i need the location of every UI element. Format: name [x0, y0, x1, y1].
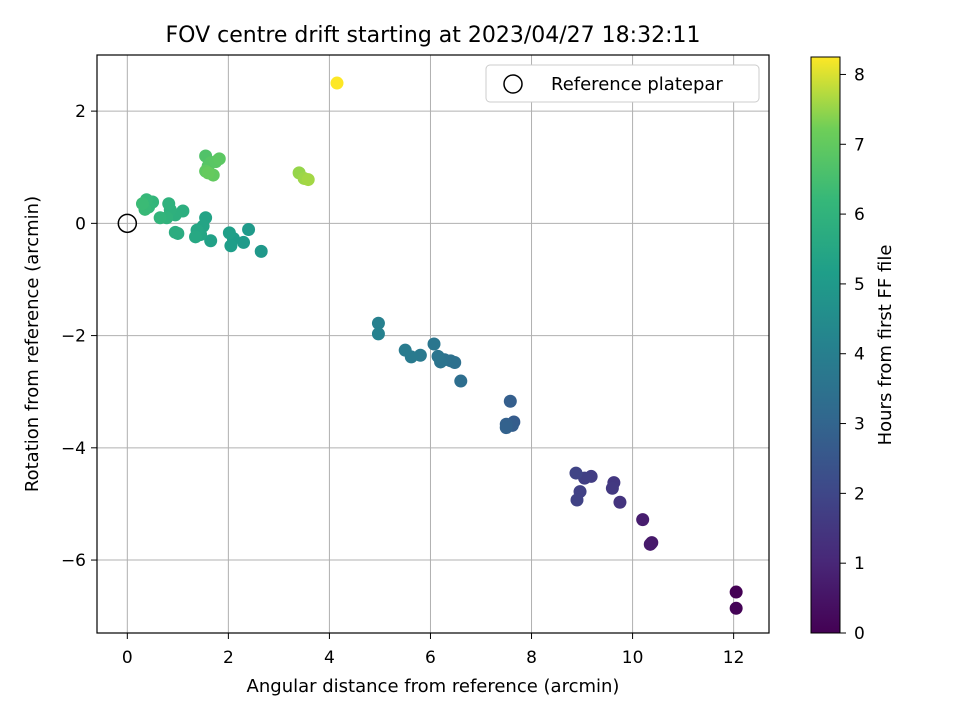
- colorbar-label: Hours from first FF file: [875, 245, 896, 446]
- x-tick-label: 12: [723, 648, 745, 668]
- y-tick-label: −2: [61, 327, 86, 347]
- data-point: [224, 239, 238, 253]
- data-point: [499, 421, 513, 435]
- y-axis-ticks: 2 0 −2 −4 −6: [61, 102, 97, 571]
- colorbar-ticks: 0 1 2 3 4 5 6 7 8: [840, 65, 865, 644]
- data-point: [605, 481, 619, 495]
- legend-label: Reference platepar: [551, 74, 723, 95]
- data-point: [371, 316, 385, 330]
- data-point: [729, 601, 743, 615]
- colorbar-tick-label: 4: [854, 345, 865, 365]
- data-point: [222, 226, 236, 240]
- x-tick-label: 4: [324, 648, 335, 668]
- data-point: [503, 394, 517, 408]
- data-point: [569, 466, 583, 480]
- y-tick-label: −6: [61, 551, 86, 571]
- data-point: [371, 327, 385, 341]
- data-points: [135, 76, 743, 615]
- data-point: [162, 197, 176, 211]
- data-point: [427, 337, 441, 351]
- colorbar-tick-label: 7: [854, 135, 865, 155]
- colorbar: 0 1 2 3 4 5 6 7 8 Hours from first FF file: [810, 56, 896, 644]
- y-tick-label: 2: [75, 102, 86, 122]
- data-point: [189, 230, 203, 244]
- colorbar-tick-label: 8: [854, 65, 865, 85]
- legend-open-circle-icon: [503, 74, 523, 94]
- reference-marker: [117, 213, 138, 234]
- y-tick-label: 0: [75, 214, 86, 234]
- chart-title: FOV centre drift starting at 2023/04/27 …: [166, 23, 701, 48]
- data-point: [330, 76, 344, 90]
- colorbar-tick-label: 3: [854, 415, 865, 435]
- data-point: [135, 197, 149, 211]
- data-point: [431, 349, 445, 363]
- colorbar-gradient: [810, 56, 841, 634]
- colorbar-tick-label: 6: [854, 205, 865, 225]
- data-point: [729, 585, 743, 599]
- data-point: [237, 235, 251, 249]
- x-tick-label: 8: [526, 648, 537, 668]
- data-point: [636, 513, 650, 527]
- grid-lines: [97, 55, 769, 633]
- x-tick-label: 0: [122, 648, 133, 668]
- legend-box: [485, 64, 760, 103]
- data-point: [254, 244, 268, 258]
- data-point: [201, 166, 215, 180]
- x-tick-label: 10: [622, 648, 644, 668]
- data-point: [204, 234, 218, 248]
- data-point: [242, 223, 256, 237]
- data-point: [398, 343, 412, 357]
- data-point: [212, 152, 226, 166]
- x-tick-label: 2: [223, 648, 234, 668]
- y-axis-label: Rotation from reference (arcmin): [22, 196, 43, 492]
- data-point: [643, 537, 657, 551]
- colorbar-tick-label: 0: [854, 624, 865, 644]
- x-tick-label: 6: [425, 648, 436, 668]
- colorbar-tick-label: 1: [854, 554, 865, 574]
- data-point: [153, 211, 167, 225]
- colorbar-tick-label: 2: [854, 484, 865, 504]
- data-point: [168, 225, 182, 239]
- data-point: [454, 374, 468, 388]
- y-tick-label: −4: [61, 439, 86, 459]
- x-axis-label: Angular distance from reference (arcmin): [247, 676, 620, 697]
- legend: Reference platepar: [485, 64, 760, 103]
- data-point: [570, 493, 584, 507]
- colorbar-tick-label: 5: [854, 275, 865, 295]
- x-axis-ticks: 0 2 4 6 8 10 12: [122, 633, 745, 668]
- data-point: [613, 495, 627, 509]
- data-point: [301, 173, 315, 187]
- plot-frame: [96, 54, 770, 634]
